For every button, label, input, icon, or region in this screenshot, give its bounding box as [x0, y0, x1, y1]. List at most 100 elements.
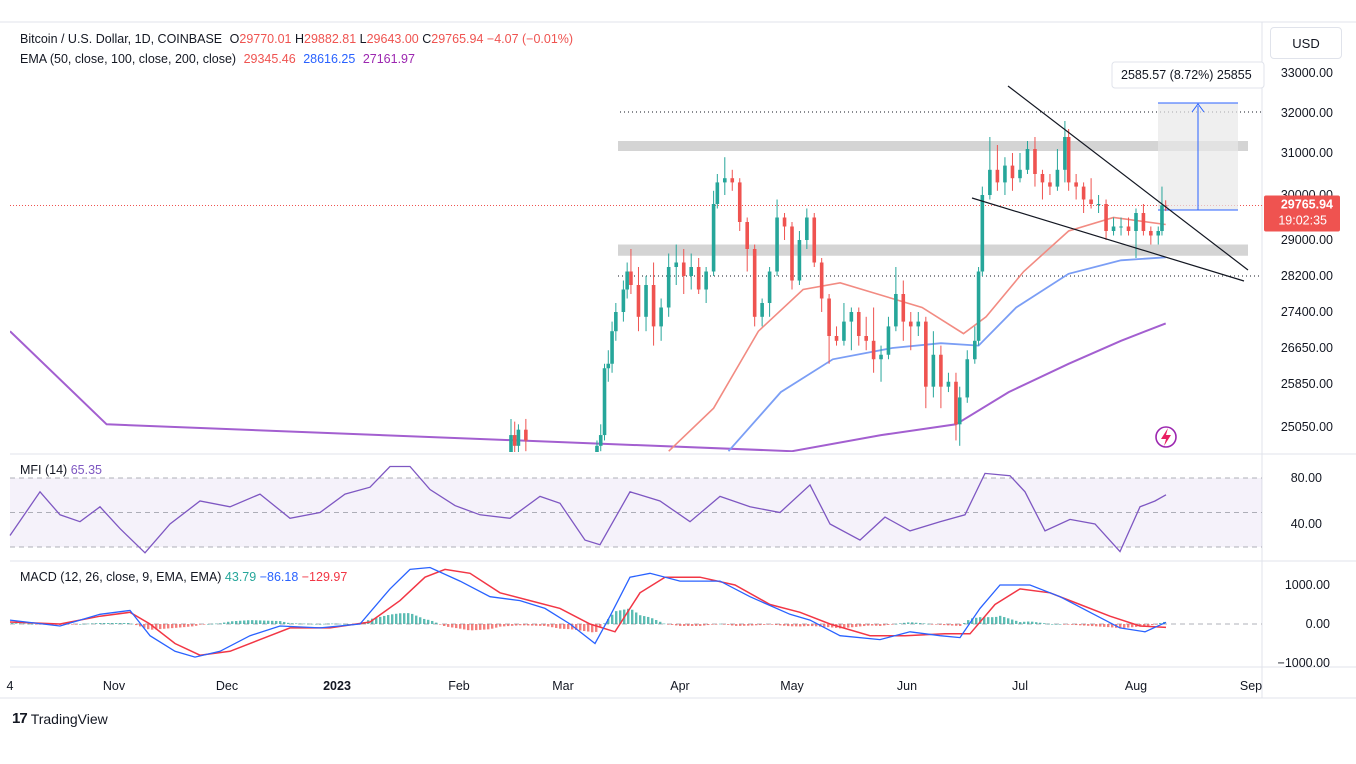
candle-2023-04-02[interactable]	[681, 249, 686, 294]
candle-2023-03-19[interactable]	[629, 249, 633, 294]
candle-2023-06-02[interactable]	[908, 312, 913, 351]
candle-2023-06-23[interactable]	[988, 137, 992, 200]
support-zone-0[interactable]	[618, 141, 1248, 151]
candle-2023-05-31[interactable]	[901, 280, 906, 341]
trendline-upper[interactable]	[1007, 85, 1249, 271]
candle-2023-03-17[interactable]	[621, 280, 626, 322]
candle-2023-05-07[interactable]	[812, 213, 817, 267]
candle-2023-03-31[interactable]	[674, 244, 679, 286]
candle-2023-05-05[interactable]	[805, 208, 809, 250]
candle-2023-06-27[interactable]	[1003, 157, 1007, 195]
candle-2023-08-09[interactable]	[1163, 200, 1168, 212]
macd-line[interactable]	[9, 566, 1167, 658]
candle-2023-03-14[interactable]	[610, 321, 614, 373]
candle-2023-07-22[interactable]	[1096, 195, 1101, 213]
candle-2023-02-19[interactable]	[524, 418, 528, 452]
candle-2023-05-15[interactable]	[842, 303, 846, 346]
candle-2023-03-10[interactable]	[595, 440, 599, 472]
main-pane[interactable]	[10, 85, 1262, 473]
candle-2023-03-25[interactable]	[651, 262, 656, 346]
candle-2023-08-05[interactable]	[1149, 226, 1153, 245]
ema200-line[interactable]	[10, 322, 1167, 452]
candle-2023-06-25[interactable]	[995, 145, 1000, 191]
candle-2023-07-05[interactable]	[1033, 137, 1037, 187]
candle-2023-07-03[interactable]	[1025, 141, 1030, 174]
support-zone-1[interactable]	[618, 244, 1248, 256]
candle-2023-07-16[interactable]	[1074, 174, 1078, 200]
candle-2023-04-25[interactable]	[767, 267, 772, 317]
candle-2023-07-14[interactable]	[1066, 129, 1071, 191]
candle-2023-04-29[interactable]	[782, 213, 787, 240]
candle-2023-05-17[interactable]	[849, 307, 854, 351]
candle-2023-02-16[interactable]	[512, 421, 517, 457]
candle-2023-05-19[interactable]	[856, 307, 861, 346]
candle-2023-03-11[interactable]	[598, 424, 603, 452]
candle-2023-07-30[interactable]	[1126, 217, 1131, 236]
candle-2023-07-20[interactable]	[1089, 178, 1093, 209]
candle-2023-07-28[interactable]	[1119, 217, 1123, 236]
candle-2023-05-21[interactable]	[864, 316, 868, 351]
trendline-lower[interactable]	[971, 197, 1245, 282]
candle-2023-04-10[interactable]	[711, 190, 716, 276]
candle-2023-06-20[interactable]	[976, 267, 981, 346]
candle-2023-07-11[interactable]	[1055, 149, 1060, 191]
candle-2023-05-13[interactable]	[834, 326, 839, 346]
candle-2023-05-29[interactable]	[894, 267, 898, 332]
candle-2023-03-27[interactable]	[659, 298, 663, 341]
candle-2023-06-14[interactable]	[954, 372, 958, 441]
candle-2023-07-09[interactable]	[1048, 174, 1052, 195]
candle-2023-04-13[interactable]	[723, 157, 727, 195]
currency-button[interactable]: USD	[1270, 27, 1342, 59]
candle-2023-04-06[interactable]	[696, 258, 701, 294]
candle-2023-06-19[interactable]	[973, 326, 977, 364]
candle-2023-03-18[interactable]	[625, 262, 629, 299]
candle-2023-06-15[interactable]	[957, 386, 962, 446]
candle-2023-05-27[interactable]	[886, 316, 891, 360]
candle-2023-03-29[interactable]	[666, 253, 671, 317]
macd-histogram[interactable]	[11, 608, 1166, 633]
candle-2023-04-27[interactable]	[775, 199, 779, 277]
candle-2023-07-07[interactable]	[1040, 169, 1045, 200]
candle-2023-07-13[interactable]	[1063, 121, 1067, 183]
ema50-line[interactable]	[668, 216, 1166, 452]
mfi-line[interactable]	[9, 465, 1167, 554]
candle-2023-03-23[interactable]	[644, 276, 648, 332]
candle-2023-05-25[interactable]	[879, 345, 883, 382]
candle-2023-04-08[interactable]	[704, 267, 708, 303]
candle-2023-06-17[interactable]	[965, 350, 970, 403]
candle-2023-04-23[interactable]	[760, 298, 764, 327]
candle-2023-07-26[interactable]	[1111, 217, 1116, 236]
candle-2023-03-15[interactable]	[614, 303, 618, 341]
candle-2023-08-07[interactable]	[1156, 226, 1161, 245]
candle-2023-06-04[interactable]	[916, 312, 921, 336]
tradingview-logo[interactable]: 17 TradingView	[12, 710, 108, 727]
ema100-line[interactable]	[727, 256, 1166, 452]
candle-2023-05-23[interactable]	[871, 307, 876, 373]
candle-2023-04-15[interactable]	[730, 169, 735, 191]
candle-2023-08-01[interactable]	[1134, 208, 1138, 259]
candle-2023-02-15[interactable]	[509, 418, 513, 473]
candle-2023-07-01[interactable]	[1018, 153, 1022, 183]
candle-2023-06-12[interactable]	[946, 372, 951, 393]
candle-2023-04-21[interactable]	[752, 244, 757, 327]
candle-2023-08-03[interactable]	[1141, 204, 1146, 236]
candle-2023-04-04[interactable]	[689, 253, 693, 290]
candle-2023-06-08[interactable]	[931, 331, 936, 398]
candle-2023-05-01[interactable]	[790, 222, 794, 290]
candle-2023-06-06[interactable]	[924, 316, 928, 409]
candle-2023-07-24[interactable]	[1104, 199, 1108, 241]
candle-2023-04-19[interactable]	[745, 217, 749, 272]
candle-2023-03-21[interactable]	[636, 267, 641, 332]
candle-2023-05-03[interactable]	[797, 231, 802, 285]
candle-2023-08-08[interactable]	[1160, 186, 1164, 236]
candles[interactable]	[509, 121, 1168, 473]
alert-lightning-icon[interactable]	[1155, 426, 1177, 448]
candle-2023-06-10[interactable]	[939, 345, 943, 409]
candle-2023-04-11[interactable]	[715, 174, 720, 209]
candle-2023-05-09[interactable]	[819, 258, 824, 312]
candle-2023-06-29[interactable]	[1010, 153, 1015, 191]
candle-2023-03-13[interactable]	[606, 350, 611, 382]
candle-2023-06-21[interactable]	[980, 186, 985, 276]
candle-2023-07-18[interactable]	[1081, 182, 1086, 213]
